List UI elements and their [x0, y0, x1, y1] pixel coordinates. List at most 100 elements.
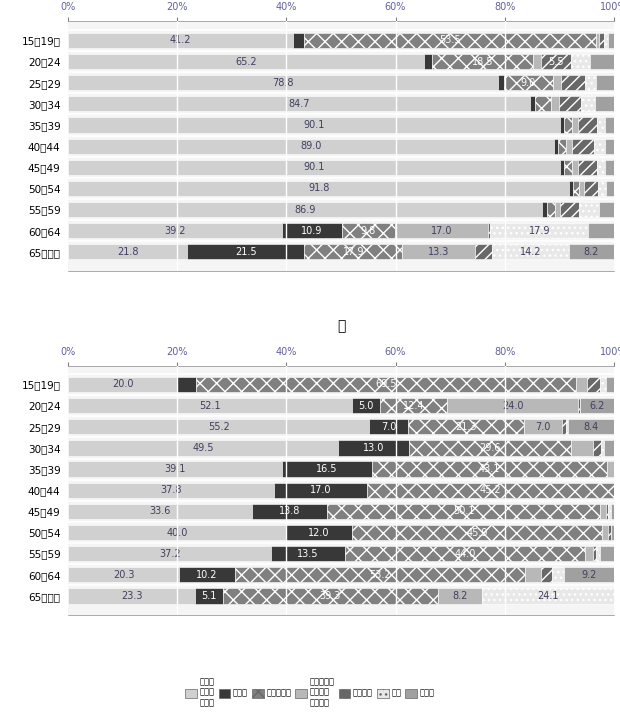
Text: 37.2: 37.2: [159, 548, 180, 558]
Text: 13.8: 13.8: [278, 506, 300, 516]
Bar: [271, 546, 345, 561]
Text: 21.5: 21.5: [235, 247, 257, 257]
Text: 17.0: 17.0: [431, 226, 452, 236]
Text: 10.2: 10.2: [196, 570, 218, 580]
Text: 39.2: 39.2: [164, 226, 186, 236]
Bar: [572, 117, 578, 132]
Bar: [275, 483, 367, 498]
Bar: [585, 75, 596, 90]
Bar: [68, 461, 281, 477]
Bar: [606, 377, 614, 392]
Bar: [223, 588, 438, 603]
Bar: [402, 245, 475, 260]
Bar: [177, 377, 197, 392]
Bar: [187, 245, 304, 260]
Text: 65.2: 65.2: [235, 56, 257, 66]
Bar: [371, 461, 607, 477]
Bar: [603, 525, 608, 540]
Text: 16.5: 16.5: [316, 464, 337, 474]
Text: 84.7: 84.7: [288, 99, 310, 109]
Text: 5.0: 5.0: [358, 400, 374, 410]
Bar: [68, 377, 177, 392]
Bar: [68, 202, 542, 217]
Bar: [604, 33, 608, 48]
Bar: [604, 139, 614, 154]
Bar: [554, 139, 558, 154]
Bar: [490, 223, 588, 238]
Text: 21.3: 21.3: [455, 422, 476, 432]
Text: 8.2: 8.2: [452, 591, 467, 601]
Bar: [575, 377, 587, 392]
Bar: [552, 75, 561, 90]
Bar: [68, 117, 560, 132]
Bar: [596, 546, 600, 561]
Text: 43.1: 43.1: [479, 464, 500, 474]
Bar: [606, 504, 608, 519]
Bar: [593, 546, 596, 561]
Bar: [564, 117, 572, 132]
Bar: [608, 33, 614, 48]
Bar: [597, 159, 605, 175]
Bar: [252, 504, 327, 519]
Bar: [555, 202, 560, 217]
Bar: [558, 139, 566, 154]
Bar: [580, 398, 614, 413]
Text: 12.4: 12.4: [403, 400, 424, 410]
Text: 13.0: 13.0: [363, 443, 384, 453]
Bar: [581, 97, 595, 112]
Bar: [570, 440, 593, 455]
Bar: [606, 181, 614, 196]
Bar: [572, 139, 593, 154]
Bar: [547, 202, 555, 217]
Bar: [614, 483, 619, 498]
Bar: [432, 54, 533, 69]
Bar: [566, 419, 568, 435]
Bar: [578, 117, 597, 132]
Text: 33.6: 33.6: [149, 506, 170, 516]
Bar: [409, 440, 570, 455]
Bar: [560, 159, 564, 175]
Bar: [179, 567, 234, 583]
Bar: [580, 202, 598, 217]
Bar: [68, 398, 352, 413]
Text: 13.5: 13.5: [297, 548, 319, 558]
Bar: [327, 504, 600, 519]
Bar: [608, 525, 611, 540]
Bar: [407, 419, 524, 435]
Bar: [588, 223, 614, 238]
Bar: [503, 75, 552, 90]
Text: 41.2: 41.2: [170, 36, 192, 45]
Bar: [68, 54, 424, 69]
Text: 86.9: 86.9: [294, 204, 316, 214]
Bar: [569, 181, 574, 196]
Text: 55.2: 55.2: [208, 422, 229, 432]
Text: 23.3: 23.3: [121, 591, 143, 601]
Text: 40.0: 40.0: [167, 528, 188, 538]
Bar: [566, 139, 572, 154]
Bar: [281, 461, 371, 477]
Bar: [597, 117, 605, 132]
Text: 8.4: 8.4: [583, 422, 598, 432]
Bar: [293, 33, 304, 48]
Text: 9.2: 9.2: [581, 570, 596, 580]
Legend: 正規の
職員・
従業員, パート, アルバイト, 労働者派遣
事業所の
派遣社員, 契約社員, 嘱託, その他: 正規の 職員・ 従業員, パート, アルバイト, 労働者派遣 事業所の 派遣社員…: [185, 677, 435, 707]
Bar: [282, 223, 342, 238]
Bar: [572, 159, 578, 175]
Text: 7.0: 7.0: [381, 422, 396, 432]
Bar: [598, 33, 604, 48]
Bar: [68, 181, 569, 196]
Bar: [339, 440, 409, 455]
Text: 89.0: 89.0: [300, 141, 322, 151]
Bar: [611, 525, 614, 540]
Bar: [68, 245, 187, 260]
Bar: [345, 546, 585, 561]
Bar: [68, 504, 252, 519]
Bar: [541, 54, 571, 69]
Text: 45.9: 45.9: [466, 528, 488, 538]
Bar: [593, 440, 601, 455]
Bar: [600, 546, 614, 561]
Text: 17.9: 17.9: [529, 226, 550, 236]
Bar: [564, 567, 614, 583]
Text: 39.1: 39.1: [164, 464, 185, 474]
Bar: [286, 525, 352, 540]
